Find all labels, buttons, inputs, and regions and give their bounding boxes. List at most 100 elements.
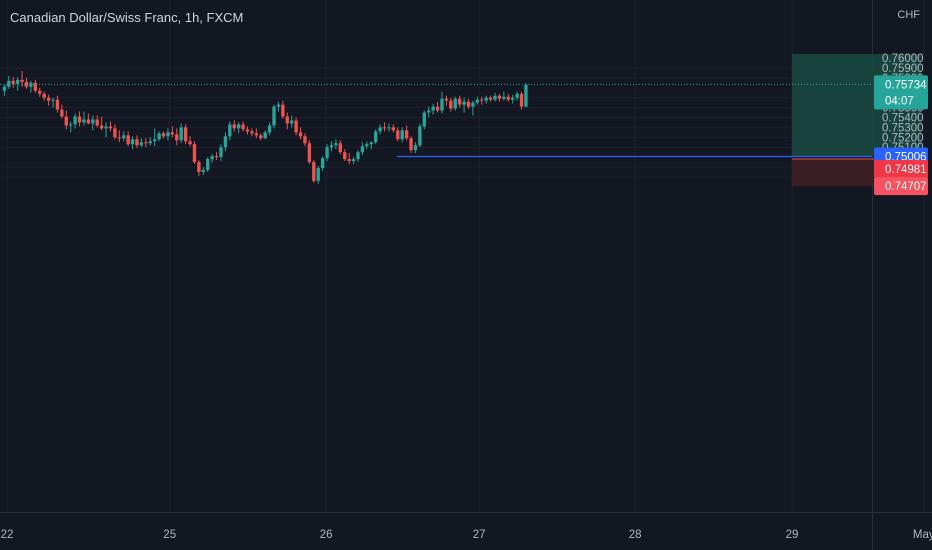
candle-body: [290, 120, 294, 124]
candle-body: [104, 126, 108, 129]
lower-bound-price-tag-text: 0.74707: [885, 181, 927, 193]
candle-body: [38, 90, 42, 94]
candle-body: [422, 112, 426, 127]
candle-body: [307, 143, 312, 163]
candle-body: [347, 159, 351, 162]
candle-body: [519, 93, 524, 107]
x-tick-label: 22: [1, 529, 14, 541]
candle-body: [285, 116, 289, 124]
candle-body: [170, 132, 175, 135]
candle-body: [497, 95, 502, 99]
candle-body: [374, 131, 378, 143]
candle-body: [391, 127, 396, 131]
candle-body: [334, 143, 338, 146]
candle-body: [303, 136, 307, 144]
candle-body: [117, 137, 121, 139]
candle-body: [46, 97, 51, 101]
candle-body: [108, 126, 113, 129]
candle-body: [33, 82, 38, 91]
candle-body: [157, 133, 161, 140]
candle-body: [130, 139, 135, 145]
candle-body: [281, 104, 285, 117]
y-tick-label: 0.75400: [882, 113, 924, 125]
candle-body: [228, 124, 232, 137]
candle-body: [166, 132, 170, 137]
candle-body: [294, 120, 298, 133]
currency-label: CHF: [897, 9, 920, 21]
candle-body: [223, 136, 228, 148]
candle-body: [42, 93, 46, 98]
candle-body: [338, 143, 342, 153]
candle-body: [396, 130, 400, 140]
candle-body: [99, 125, 104, 129]
candle-body: [409, 138, 413, 151]
last-price-tag: [874, 75, 928, 110]
y-tick-label: 0.75900: [882, 63, 924, 75]
candle-body: [11, 80, 15, 84]
candle-body: [312, 162, 316, 181]
candle-body: [524, 84, 528, 107]
candle-body: [64, 116, 68, 126]
candle-body: [236, 124, 241, 129]
candle-body: [201, 169, 205, 172]
candle-body: [95, 119, 99, 126]
candle-body: [197, 162, 201, 172]
candle-body: [431, 106, 435, 111]
candle-body: [210, 156, 214, 160]
candle-body: [69, 124, 73, 126]
candles-layer[interactable]: [2, 70, 528, 184]
candle-body: [453, 98, 457, 109]
candle-body: [20, 79, 24, 82]
x-tick-label: May: [913, 529, 932, 541]
candle-body: [449, 100, 453, 109]
candle-body: [179, 127, 183, 141]
candle-body: [511, 97, 515, 100]
candle-body: [404, 130, 409, 139]
candle-body: [418, 126, 422, 146]
candle-body: [73, 116, 77, 125]
candle-body: [400, 130, 404, 140]
candle-body: [444, 98, 449, 101]
candle-body: [276, 104, 281, 107]
x-tick-label: 25: [163, 529, 176, 541]
candle-body: [135, 139, 139, 146]
candle-body: [232, 124, 236, 129]
candle-body: [369, 142, 373, 145]
candle-body: [263, 132, 267, 139]
candle-body: [378, 127, 382, 132]
candle-body: [192, 144, 197, 163]
candle-body: [91, 119, 95, 124]
y-tick-label: 0.75300: [882, 122, 924, 134]
candle-body: [245, 129, 250, 132]
chart-title: Canadian Dollar/Swiss Franc, 1h, FXCM: [10, 10, 244, 25]
candle-body: [113, 128, 117, 138]
candle-body: [272, 106, 276, 126]
candle-body: [219, 147, 223, 158]
candle-body: [55, 99, 60, 110]
candle-body: [320, 158, 325, 168]
candle-body: [77, 116, 82, 123]
candle-body: [471, 102, 475, 107]
candle-body: [475, 99, 480, 103]
candle-body: [2, 86, 7, 91]
candle-body: [259, 135, 263, 139]
candle-body: [51, 99, 55, 101]
candle-body: [484, 97, 488, 101]
x-tick-label: 29: [786, 529, 799, 541]
candle-body: [343, 152, 347, 160]
price-lines: [0, 83, 872, 158]
candle-body: [126, 135, 130, 145]
candle-body: [329, 145, 334, 148]
candle-body: [466, 101, 471, 107]
last-price-tag-text: 0.75734: [885, 79, 927, 91]
candle-body: [440, 98, 444, 111]
candle-body: [488, 97, 493, 100]
time-axis[interactable]: 22 25 26 27 28 29 May: [1, 529, 932, 541]
candle-body: [15, 79, 20, 84]
candle-body: [183, 127, 188, 142]
candle-body: [502, 96, 506, 99]
candle-body: [413, 145, 418, 151]
